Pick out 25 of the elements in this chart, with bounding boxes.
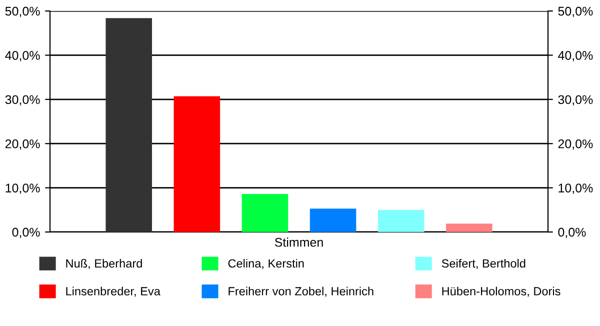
- y-tick-label: 40,0%: [5, 51, 40, 62]
- bar: [310, 208, 356, 232]
- legend-label: Freiherr von Zobel, Heinrich: [228, 286, 374, 297]
- bar: [446, 224, 492, 232]
- bar: [378, 210, 424, 232]
- legend-label: Hüben-Holomos, Doris: [442, 286, 560, 297]
- text: 30,0%: [558, 95, 593, 106]
- y-tick-label: 10,0%: [6, 184, 40, 194]
- bar: [174, 96, 220, 232]
- text: 20,0%: [558, 139, 593, 150]
- y-tick-label: 0,0%: [12, 228, 40, 238]
- text: 0,0%: [558, 228, 586, 238]
- y-tick-label: 50,0%: [5, 6, 40, 18]
- legend-label: Linsenbreder, Eva: [66, 286, 160, 297]
- y-tick-label: 30,0%: [5, 95, 40, 106]
- legend-label: Celina, Kerstin: [228, 258, 304, 270]
- bar: [106, 18, 152, 232]
- x-tick-label: Stimmen: [274, 238, 323, 247]
- text: 40,0%: [558, 51, 593, 62]
- text: 10,0%: [558, 184, 593, 194]
- legend-label: Seifert, Berthold: [442, 258, 526, 270]
- legend-label: Nuß, Eberhard: [66, 258, 142, 270]
- text: 50,0%: [558, 6, 593, 18]
- bar: [242, 194, 288, 232]
- y-tick-label: 20,0%: [5, 139, 40, 150]
